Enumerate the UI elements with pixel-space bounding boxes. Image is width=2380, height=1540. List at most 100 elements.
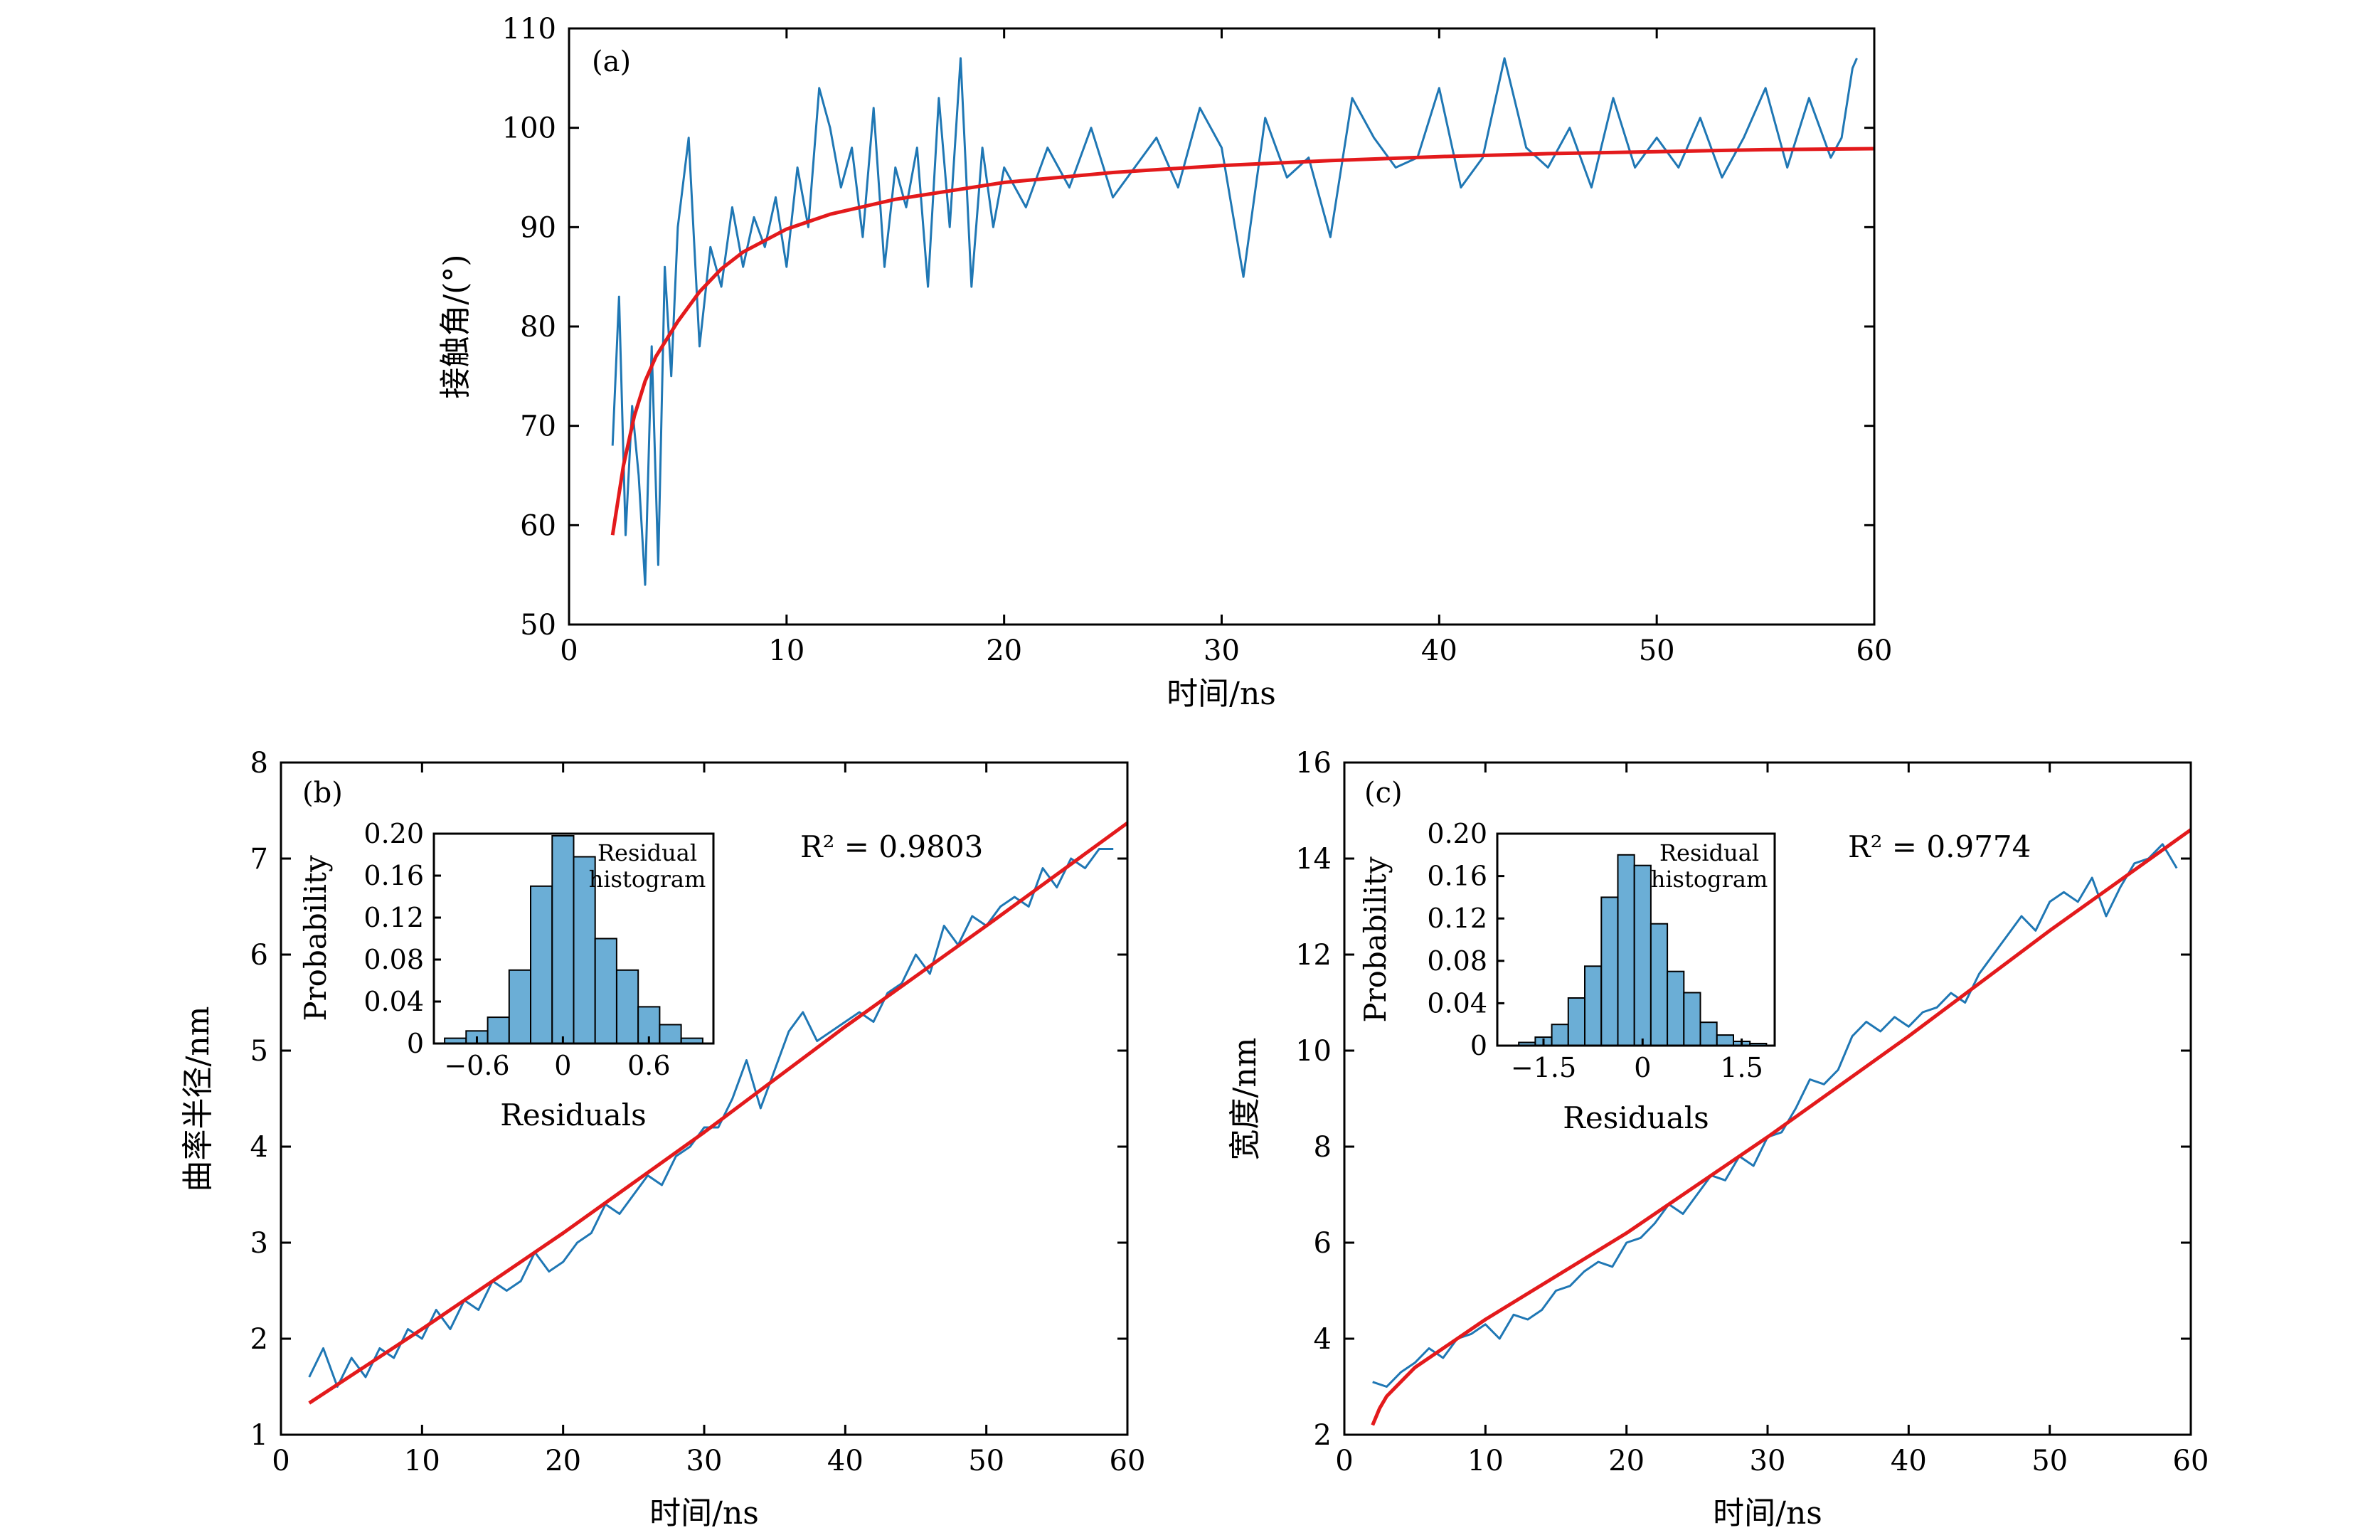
panel-c-ytick-label: 10 [1295, 1035, 1332, 1068]
panel-b-inset-xtick-label: 0.6 [627, 1050, 670, 1081]
panel-b-inset-frame [432, 832, 715, 1045]
panel-b-inset-ytick-label: 0 [407, 1028, 424, 1059]
panel-c-histogram-bar [1567, 997, 1586, 1046]
panel-b-label: (b) [302, 777, 343, 809]
panel-c-xtick-label: 50 [2031, 1445, 2068, 1477]
panel-c-label: (c) [1364, 777, 1403, 809]
panel-b-inset-ytick-label: 0.16 [363, 860, 424, 891]
panel-b-inset-xlabel: Residuals [500, 1098, 646, 1132]
panel-b-data-layer [308, 821, 1129, 1405]
panel-c-histogram-bar [1600, 896, 1619, 1047]
panel-c-fit-curve [1371, 828, 2192, 1426]
panel-c-inset-ytick-label: 0.20 [1427, 818, 1487, 849]
panel-c-inset-xtick-label: −1.5 [1511, 1052, 1576, 1083]
panel-b-xtick-label: 0 [272, 1445, 289, 1477]
panel-b-inset-ytick-label: 0.12 [363, 902, 424, 933]
panel-c-inset-xtick-label: 0 [1634, 1052, 1651, 1083]
panel-b-ytick-label: 8 [250, 747, 268, 780]
panel-b-histogram-bar [594, 938, 617, 1044]
panel-a-ticks: 0 10 20 30 40 50 60 50 60 70 80 90 100 110 [502, 13, 1893, 667]
panel-b-inset-note-line1: Residual [597, 839, 697, 866]
panel-b-inset-xtick-label: 0 [554, 1050, 571, 1081]
panel-b-xtick-label: 40 [827, 1445, 864, 1477]
panel-c-histogram-bar [1667, 970, 1685, 1046]
panel-c-inset-ytick-label: 0.04 [1427, 987, 1487, 1019]
panel-a-xtick-label: 0 [560, 634, 578, 667]
panel-a-ytick-label: 90 [520, 211, 556, 244]
panel-c-histogram-bar [1683, 992, 1701, 1046]
panel-a-xtick-label: 10 [768, 634, 804, 667]
panel-c-histogram-bar [1716, 1034, 1735, 1046]
panel-c-inset-ytick-label: 0.08 [1427, 945, 1487, 977]
panel-c-xtick-label: 0 [1335, 1445, 1353, 1477]
panel-c-xtick-label: 20 [1608, 1445, 1645, 1477]
panel-c-ytick-label: 16 [1295, 747, 1332, 780]
panel-a-ytick-label: 110 [502, 13, 556, 46]
panel-c-histogram-bar [1649, 923, 1669, 1046]
panel-b-inset-ticks: −0.6 0 0.6 0 0.04 0.08 0.12 0.16 0.20 [363, 818, 670, 1081]
panel-c-ytick-label: 12 [1295, 939, 1332, 972]
panel-a-xlabel: 时间/ns [1167, 676, 1276, 712]
panel-b-xtick-label: 30 [686, 1445, 723, 1477]
panel-b-ytick-label: 5 [250, 1035, 268, 1068]
panel-a-xtick-label: 50 [1639, 634, 1675, 667]
panel-c-histogram-bar [1617, 854, 1635, 1047]
panel-c-inset-ytick-label: 0 [1470, 1030, 1487, 1061]
panel-a-xtick-label: 40 [1421, 634, 1457, 667]
panel-c-inset-ytick-label: 0.16 [1427, 861, 1487, 892]
panel-a-label: (a) [592, 46, 631, 78]
panel-b-inset-histogram: −0.6 0 0.6 0 0.04 0.08 0.12 0.16 0.20 Residual h… [298, 818, 715, 1132]
panel-a-ytick-label: 70 [520, 410, 556, 443]
panel-b-ytick-label: 3 [250, 1227, 268, 1260]
panel-b-inset-ytick-label: 0.08 [363, 944, 424, 975]
panel-a-ylabel: 接触角/(°) [437, 254, 474, 398]
panel-a-fit-curve [610, 147, 1875, 536]
panel-c-xtick-label: 10 [1467, 1445, 1504, 1477]
panel-b-inset-bars [444, 835, 703, 1045]
panel-b-inset-note-line2: histogram [589, 866, 706, 893]
panel-a-data-series [611, 57, 1858, 586]
panel-a-data-layer [610, 57, 1875, 586]
panel-b-xtick-label: 10 [404, 1445, 440, 1477]
panel-a-xtick-label: 60 [1856, 634, 1893, 667]
panel-c-xtick-label: 60 [2173, 1445, 2209, 1477]
panel-c-inset-histogram: −1.5 0 1.5 0 0.04 0.08 0.12 0.16 0.20 Residual h… [1358, 818, 1776, 1135]
panel-b-xlabel: 时间/ns [649, 1495, 759, 1531]
panel-b-ytick-label: 2 [250, 1323, 268, 1356]
panel-c-inset-frame [1496, 832, 1776, 1047]
panel-a-ytick-label: 60 [520, 509, 556, 542]
panel-b-r2: R² = 0.9803 [800, 829, 983, 864]
panel-c-ytick-label: 4 [1314, 1323, 1332, 1356]
panel-b-ytick-label: 1 [250, 1419, 268, 1452]
panel-a-ytick-label: 80 [520, 311, 556, 344]
panel-c-inset-ylabel: Probability [1358, 856, 1393, 1023]
panel-c-data-series [1372, 843, 2178, 1388]
panel-b-ytick-label: 4 [250, 1131, 268, 1164]
panel-a-xtick-label: 20 [986, 634, 1022, 667]
panel-b-inset-xtick-label: −0.6 [444, 1050, 509, 1081]
panel-a-axes-frame [568, 27, 1876, 626]
panel-c-inset-xtick-label: 1.5 [1720, 1052, 1763, 1083]
panel-b-histogram-bar [616, 969, 639, 1045]
panel-b-ticks: 0 10 20 30 40 50 60 1 2 3 4 5 6 7 8 [250, 747, 1146, 1477]
panel-b-inset-ylabel: Probability [298, 855, 333, 1021]
panel-b-histogram-bar [659, 1024, 682, 1044]
panel-c-histogram-bar [1584, 965, 1603, 1047]
panel-b-xtick-label: 60 [1110, 1445, 1146, 1477]
panel-c-data-layer [1371, 828, 2192, 1426]
panel-a-ytick-label: 100 [502, 112, 556, 145]
panel-c-histogram-bar [1551, 1024, 1569, 1046]
panel-c-xtick-label: 40 [1891, 1445, 1927, 1477]
panel-b: 0 10 20 30 40 50 60 1 2 3 4 5 6 7 8 (b) R² = 0.9803 时间… [180, 747, 1145, 1531]
panel-c-histogram-bar [1699, 1021, 1718, 1046]
panel-b-fit-curve [308, 821, 1129, 1405]
panel-c-inset-note-line2: histogram [1651, 866, 1768, 893]
panel-b-xtick-label: 50 [968, 1445, 1004, 1477]
panel-c-r2: R² = 0.9774 [1848, 829, 2031, 864]
panel-b-ylabel: 曲率半径/nm [180, 1007, 216, 1192]
panel-b-histogram-bar [530, 885, 553, 1045]
panel-c-ytick-label: 8 [1314, 1131, 1332, 1164]
panel-b-inset-ytick-label: 0.20 [363, 818, 424, 849]
panel-a-ytick-label: 50 [520, 609, 556, 642]
